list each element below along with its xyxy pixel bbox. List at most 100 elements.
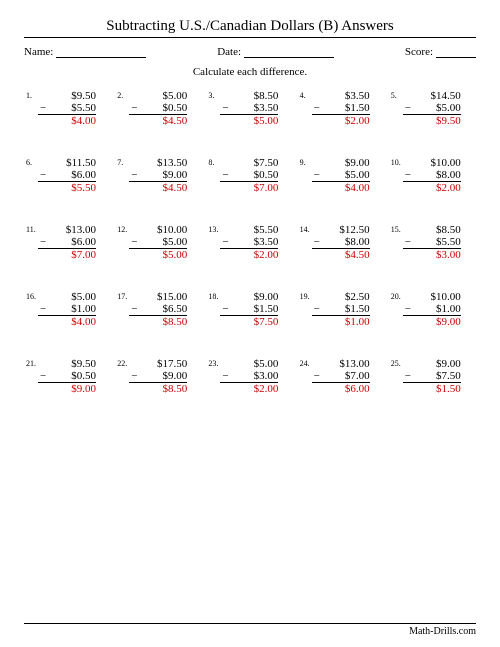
answer: $5.00 (220, 115, 278, 127)
answer: $7.00 (220, 182, 278, 194)
answer: $4.50 (129, 115, 187, 127)
problem: 7.$13.50−$9.00$4.50 (117, 157, 200, 194)
minus-sign: − (312, 370, 320, 382)
problem-body: $10.00−$8.00$2.00 (403, 157, 461, 194)
problem-body: $13.00−$7.00$6.00 (312, 358, 370, 395)
minuend: $11.50 (38, 157, 96, 169)
subtrahend-row: −$1.00 (403, 303, 461, 316)
minus-sign: − (403, 169, 411, 181)
minuend: $9.50 (38, 358, 96, 370)
minuend: $10.00 (403, 291, 461, 303)
problem: 19.$2.50−$1.50$1.00 (300, 291, 383, 328)
subtrahend: $5.00 (436, 102, 461, 114)
problem-number: 14. (300, 224, 312, 234)
footer-text: Math-Drills.com (24, 623, 476, 637)
subtrahend: $0.50 (162, 102, 187, 114)
minuend: $9.00 (220, 291, 278, 303)
problem: 8.$7.50−$0.50$7.00 (208, 157, 291, 194)
problem: 13.$5.50−$3.50$2.00 (208, 224, 291, 261)
problem: 23.$5.00−$3.00$2.00 (208, 358, 291, 395)
subtrahend-row: −$7.50 (403, 370, 461, 383)
problem-body: $9.00−$5.00$4.00 (312, 157, 370, 194)
problem-number: 7. (117, 157, 129, 167)
minus-sign: − (129, 169, 137, 181)
score-label: Score: (405, 46, 433, 58)
minuend: $15.00 (129, 291, 187, 303)
minus-sign: − (403, 303, 411, 315)
problem-body: $11.50−$6.00$5.50 (38, 157, 96, 194)
subtrahend: $6.50 (162, 303, 187, 315)
subtrahend-row: −$8.00 (312, 236, 370, 249)
problem: 10.$10.00−$8.00$2.00 (391, 157, 474, 194)
minuend: $17.50 (129, 358, 187, 370)
minus-sign: − (312, 169, 320, 181)
subtrahend-row: − $5.50 (38, 102, 96, 115)
problem-number: 13. (208, 224, 220, 234)
subtrahend: $6.00 (71, 169, 96, 181)
problem-number: 6. (26, 157, 38, 167)
subtrahend: $5.00 (162, 236, 187, 248)
problem-body: $13.00−$6.00$7.00 (38, 224, 96, 261)
minuend: $9.00 (312, 157, 370, 169)
answer: $9.00 (403, 316, 461, 328)
instruction-text: Calculate each difference. (24, 66, 476, 78)
problem-number: 9. (300, 157, 312, 167)
minus-sign: − (403, 236, 411, 248)
subtrahend: $5.50 (71, 102, 96, 114)
answer: $3.00 (403, 249, 461, 261)
subtrahend-row: −$8.00 (403, 169, 461, 182)
problem-number: 25. (391, 358, 403, 368)
problem-body: $5.00−$3.00$2.00 (220, 358, 278, 395)
problem-body: $10.00−$1.00$9.00 (403, 291, 461, 328)
answer: $9.00 (38, 383, 96, 395)
minus-sign: − (38, 303, 46, 315)
problem-number: 1. (26, 90, 38, 100)
subtrahend: $0.50 (254, 169, 279, 181)
problem: 16.$5.00−$1.00$4.00 (26, 291, 109, 328)
minus-sign: − (312, 303, 320, 315)
problem: 22.$17.50−$9.00$8.50 (117, 358, 200, 395)
name-field: Name: (24, 46, 146, 58)
minuend: $3.50 (312, 90, 370, 102)
score-line (436, 47, 476, 58)
problem-number: 3. (208, 90, 220, 100)
subtrahend: $5.50 (436, 236, 461, 248)
answer: $7.50 (220, 316, 278, 328)
minus-sign: − (220, 169, 228, 181)
minus-sign: − (38, 370, 46, 382)
problem: 2.$5.00−$0.50$4.50 (117, 90, 200, 127)
subtrahend: $6.00 (71, 236, 96, 248)
minus-sign: − (129, 102, 137, 114)
minus-sign: − (312, 102, 320, 114)
minus-sign: − (312, 236, 320, 248)
page-title: Subtracting U.S./Canadian Dollars (B) An… (24, 18, 476, 35)
subtrahend: $9.00 (162, 169, 187, 181)
problem-body: $8.50−$5.50$3.00 (403, 224, 461, 261)
subtrahend-row: − $0.50 (220, 169, 278, 182)
minuend: $5.50 (220, 224, 278, 236)
problem: 5.$14.50−$5.00$9.50 (391, 90, 474, 127)
problem-number: 5. (391, 90, 403, 100)
problem: 20.$10.00−$1.00$9.00 (391, 291, 474, 328)
minuend: $5.00 (220, 358, 278, 370)
answer: $5.50 (38, 182, 96, 194)
minuend: $14.50 (403, 90, 461, 102)
problem-body: $17.50−$9.00$8.50 (129, 358, 187, 395)
problem: 11.$13.00−$6.00$7.00 (26, 224, 109, 261)
minus-sign: − (129, 236, 137, 248)
minuend: $8.50 (220, 90, 278, 102)
problem-number: 21. (26, 358, 38, 368)
minuend: $7.50 (220, 157, 278, 169)
problem-body: $5.50−$3.50$2.00 (220, 224, 278, 261)
minus-sign: − (38, 236, 46, 248)
subtrahend-row: − $5.00 (129, 236, 187, 249)
minus-sign: − (38, 102, 46, 114)
problem-number: 12. (117, 224, 129, 234)
problem-body: $9.00−$7.50$1.50 (403, 358, 461, 395)
subtrahend-row: −$6.50 (129, 303, 187, 316)
problem-body: $13.50−$9.00$4.50 (129, 157, 187, 194)
problem-number: 15. (391, 224, 403, 234)
subtrahend-row: −$3.50 (220, 102, 278, 115)
subtrahend: $9.00 (162, 370, 187, 382)
problem-number: 20. (391, 291, 403, 301)
